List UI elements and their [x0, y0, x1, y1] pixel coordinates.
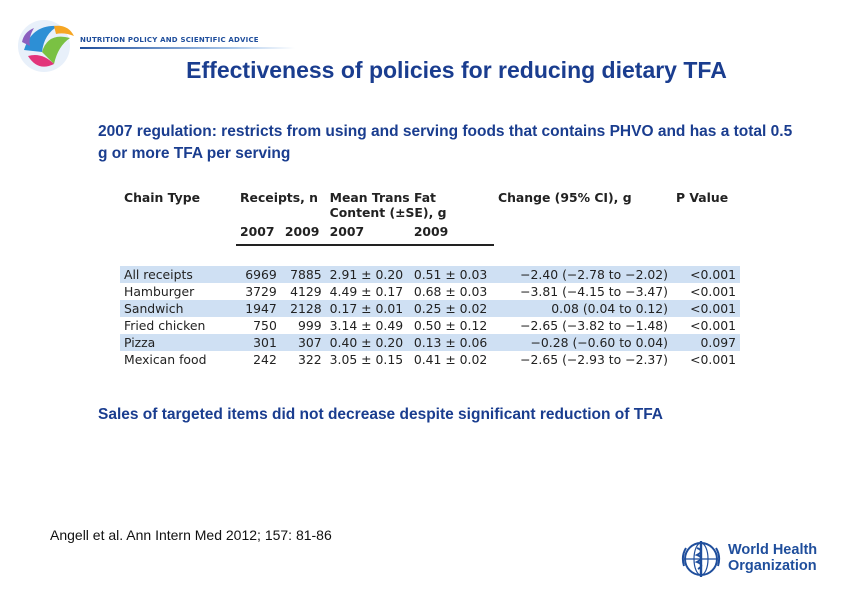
- cell-receipts-2007: 242: [253, 352, 277, 367]
- cell-p-value: <0.001: [690, 318, 736, 333]
- cell-receipts-2007: 301: [236, 334, 281, 351]
- regulation-description: 2007 regulation: restricts from using an…: [98, 123, 793, 162]
- cell-p-value: <0.001: [672, 266, 740, 283]
- cell-p-value: <0.001: [672, 300, 740, 317]
- cell-receipts-2007: 1947: [236, 300, 281, 317]
- cell-mean-2009: 0.25 ± 0.02: [409, 300, 494, 317]
- table-row: Pizza 301 307 0.40 ± 0.20 0.13 ± 0.06 −0…: [120, 334, 740, 351]
- cell-receipts-2007: 6969: [236, 266, 281, 283]
- header-mean-trans-fat: Mean Trans Fat Content (±SE), g: [329, 190, 447, 220]
- cell-mean-2007: 0.17 ± 0.01: [325, 300, 410, 317]
- slide-title: Effectiveness of policies for reducing d…: [186, 57, 727, 83]
- cell-change: −0.28 (−0.60 to 0.04): [494, 334, 672, 351]
- cell-mean-2007: 4.49 ± 0.17: [329, 284, 404, 299]
- cell-p-value: <0.001: [690, 284, 736, 299]
- cell-chain: Pizza: [120, 334, 236, 351]
- cell-p-value: 0.097: [672, 334, 740, 351]
- cell-receipts-2009: 322: [298, 352, 322, 367]
- table-row: Hamburger 3729 4129 4.49 ± 0.17 0.68 ± 0…: [120, 283, 740, 300]
- cell-mean-2009: 0.41 ± 0.02: [413, 352, 488, 367]
- cell-change: 0.08 (0.04 to 0.12): [494, 300, 672, 317]
- cell-chain: Mexican food: [124, 352, 207, 367]
- cell-mean-2009: 0.50 ± 0.12: [413, 318, 488, 333]
- cell-change: −2.65 (−2.93 to −2.37): [520, 352, 668, 367]
- citation: Angell et al. Ann Intern Med 2012; 157: …: [50, 527, 332, 543]
- cell-receipts-2007: 3729: [245, 284, 277, 299]
- header-receipts: Receipts, n: [240, 190, 318, 205]
- header-p-value: P Value: [676, 190, 729, 205]
- subheader-mean-2007: 2007: [325, 220, 410, 246]
- cell-receipts-2009: 307: [280, 334, 326, 351]
- cell-mean-2007: 3.14 ± 0.49: [329, 318, 404, 333]
- cell-mean-2007: 0.40 ± 0.20: [325, 334, 410, 351]
- table-row: Sandwich 1947 2128 0.17 ± 0.01 0.25 ± 0.…: [120, 300, 740, 317]
- cell-chain: Sandwich: [120, 300, 236, 317]
- cell-receipts-2009: 4129: [290, 284, 322, 299]
- cell-chain: All receipts: [120, 266, 236, 283]
- section-label: NUTRITION POLICY AND SCIENTIFIC ADVICE: [80, 36, 259, 44]
- subheader-receipts-2009: 2009: [280, 220, 326, 246]
- cell-mean-2007: 3.05 ± 0.15: [329, 352, 404, 367]
- trans-fat-table: Chain Type Receipts, n Mean Trans Fat Co…: [120, 190, 740, 368]
- cell-change: −2.65 (−3.82 to −1.48): [520, 318, 668, 333]
- who-wordmark: World Health Organization: [728, 542, 817, 574]
- cell-receipts-2009: 999: [298, 318, 322, 333]
- cell-change: −3.81 (−4.15 to −3.47): [520, 284, 668, 299]
- header-divider: [80, 47, 295, 49]
- conclusion-text: Sales of targeted items did not decrease…: [98, 406, 664, 423]
- table-row: Mexican food 242 322 3.05 ± 0.15 0.41 ± …: [120, 351, 740, 368]
- cell-change: −2.40 (−2.78 to −2.02): [494, 266, 672, 283]
- cell-receipts-2009: 2128: [280, 300, 326, 317]
- cell-mean-2007: 2.91 ± 0.20: [325, 266, 410, 283]
- cell-p-value: <0.001: [690, 352, 736, 367]
- cell-mean-2009: 0.51 ± 0.03: [409, 266, 494, 283]
- header-change: Change (95% CI), g: [498, 190, 632, 205]
- table-row: All receipts 6969 7885 2.91 ± 0.20 0.51 …: [120, 266, 740, 283]
- nutrition-logo-icon: [14, 12, 80, 78]
- cell-mean-2009: 0.68 ± 0.03: [413, 284, 488, 299]
- subheader-receipts-2007: 2007: [236, 220, 281, 246]
- org-name-line1: World Health: [728, 542, 818, 558]
- table-row: Fried chicken 750 999 3.14 ± 0.49 0.50 ±…: [120, 317, 740, 334]
- cell-chain: Hamburger: [124, 284, 195, 299]
- cell-receipts-2007: 750: [253, 318, 277, 333]
- subheader-mean-2009: 2009: [409, 220, 494, 246]
- cell-receipts-2009: 7885: [280, 266, 326, 283]
- header-chain-type: Chain Type: [124, 190, 200, 205]
- who-emblem-icon: [680, 538, 722, 580]
- org-name-line2: Organization: [728, 558, 817, 574]
- cell-mean-2009: 0.13 ± 0.06: [409, 334, 494, 351]
- cell-chain: Fried chicken: [124, 318, 206, 333]
